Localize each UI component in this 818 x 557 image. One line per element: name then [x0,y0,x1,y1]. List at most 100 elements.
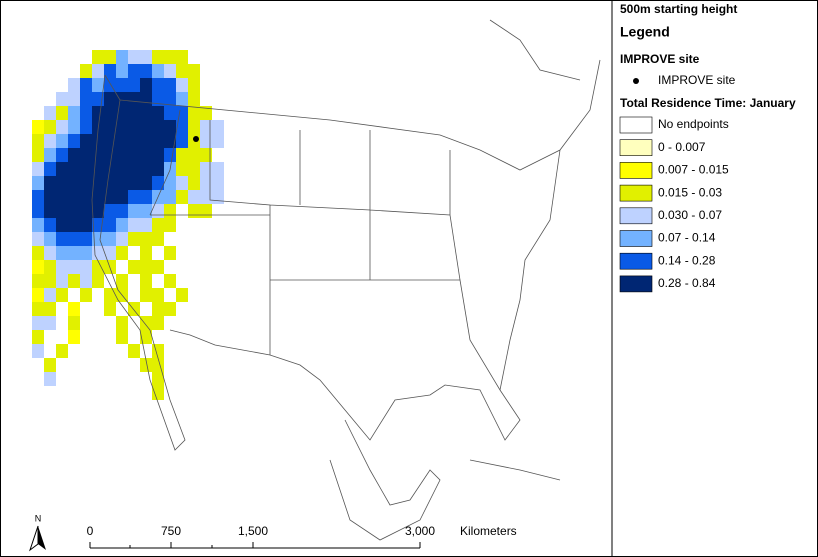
grid-cell [152,64,164,78]
grid-cell [68,302,80,316]
grid-cell [32,330,44,344]
grid-cell [164,204,176,218]
grid-cell [164,78,176,92]
grid-cell [188,190,200,204]
grid-cell [56,344,68,358]
grid-cell [128,120,140,134]
legend-label: 0.14 - 0.28 [658,253,716,267]
grid-cell [176,64,188,78]
grid-cell [152,134,164,148]
grid-cell [92,204,104,218]
grid-cell [200,204,212,218]
legend-swatch [619,252,653,270]
grid-cell [152,386,164,400]
grid-cell [188,92,200,106]
grid-cell [152,50,164,64]
grid-cell [188,148,200,162]
scale-label: 1,500 [238,524,268,538]
legend-label: 0.07 - 0.14 [658,231,716,245]
grid-cell [32,120,44,134]
grid-cell [92,106,104,120]
grid-cell [152,162,164,176]
grid-cell [92,162,104,176]
grid-cell [68,176,80,190]
grid-cell [44,358,56,372]
grid-cell [44,218,56,232]
grid-cell [44,148,56,162]
grid-cell [152,358,164,372]
grid-cell [44,372,56,386]
grid-cell [44,190,56,204]
map-title: 500m starting height [620,2,737,16]
legend-classes: No endpoints 0 - 0.007 0.007 - 0.015 0.015 … [619,116,729,293]
grid-cell [116,176,128,190]
grid-cell [44,246,56,260]
grid-cell [152,344,164,358]
grid-cell [32,246,44,260]
grid-cell [80,64,92,78]
grid-cell [56,134,68,148]
grid-cell [32,162,44,176]
grid-cell [140,232,152,246]
grid-cell [116,274,128,288]
grid-cell [116,106,128,120]
grid-cell [188,176,200,190]
grid-cell [44,162,56,176]
grid-cell [116,148,128,162]
grid-cell [32,176,44,190]
grid-cell [44,204,56,218]
legend-swatch [619,162,653,179]
grid-cell [32,134,44,148]
grid-cell [80,120,92,134]
grid-cell [104,92,116,106]
grid-cell [188,120,200,134]
grid-cell [164,302,176,316]
grid-cell [92,176,104,190]
legend-swatch [619,275,653,293]
grid-cell [140,78,152,92]
grid-cell [92,134,104,148]
grid-cell [152,316,164,330]
legend-swatch [619,116,653,134]
grid-cell [140,148,152,162]
grid-cell [140,162,152,176]
grid-cell [104,190,116,204]
grid-cell [44,176,56,190]
grid-cell [80,274,92,288]
grid-cell [104,288,116,302]
scale-label: 3,000 [405,524,435,538]
grid-cell [128,106,140,120]
residence-grid [32,50,224,400]
grid-cell [92,246,104,260]
grid-cell [152,176,164,190]
grid-cell [176,92,188,106]
grid-cell [164,106,176,120]
grid-cell [176,78,188,92]
grid-cell [80,246,92,260]
grid-cell [104,120,116,134]
grid-cell [140,288,152,302]
grid-cell [116,204,128,218]
grid-cell [176,190,188,204]
grid-cell [164,148,176,162]
grid-cell [92,50,104,64]
grid-cell [176,106,188,120]
grid-cell [152,232,164,246]
grid-cell [80,78,92,92]
grid-cell [104,148,116,162]
grid-cell [32,274,44,288]
grid-cell [164,190,176,204]
grid-cell [44,288,56,302]
grid-cell [44,316,56,330]
grid-cell [68,274,80,288]
grid-cell [176,162,188,176]
grid-cell [140,92,152,106]
grid-cell [104,176,116,190]
grid-cell [68,330,80,344]
grid-cell [104,218,116,232]
grid-cell [80,204,92,218]
grid-cell [80,134,92,148]
basemap [91,19,601,541]
grid-cell [92,274,104,288]
